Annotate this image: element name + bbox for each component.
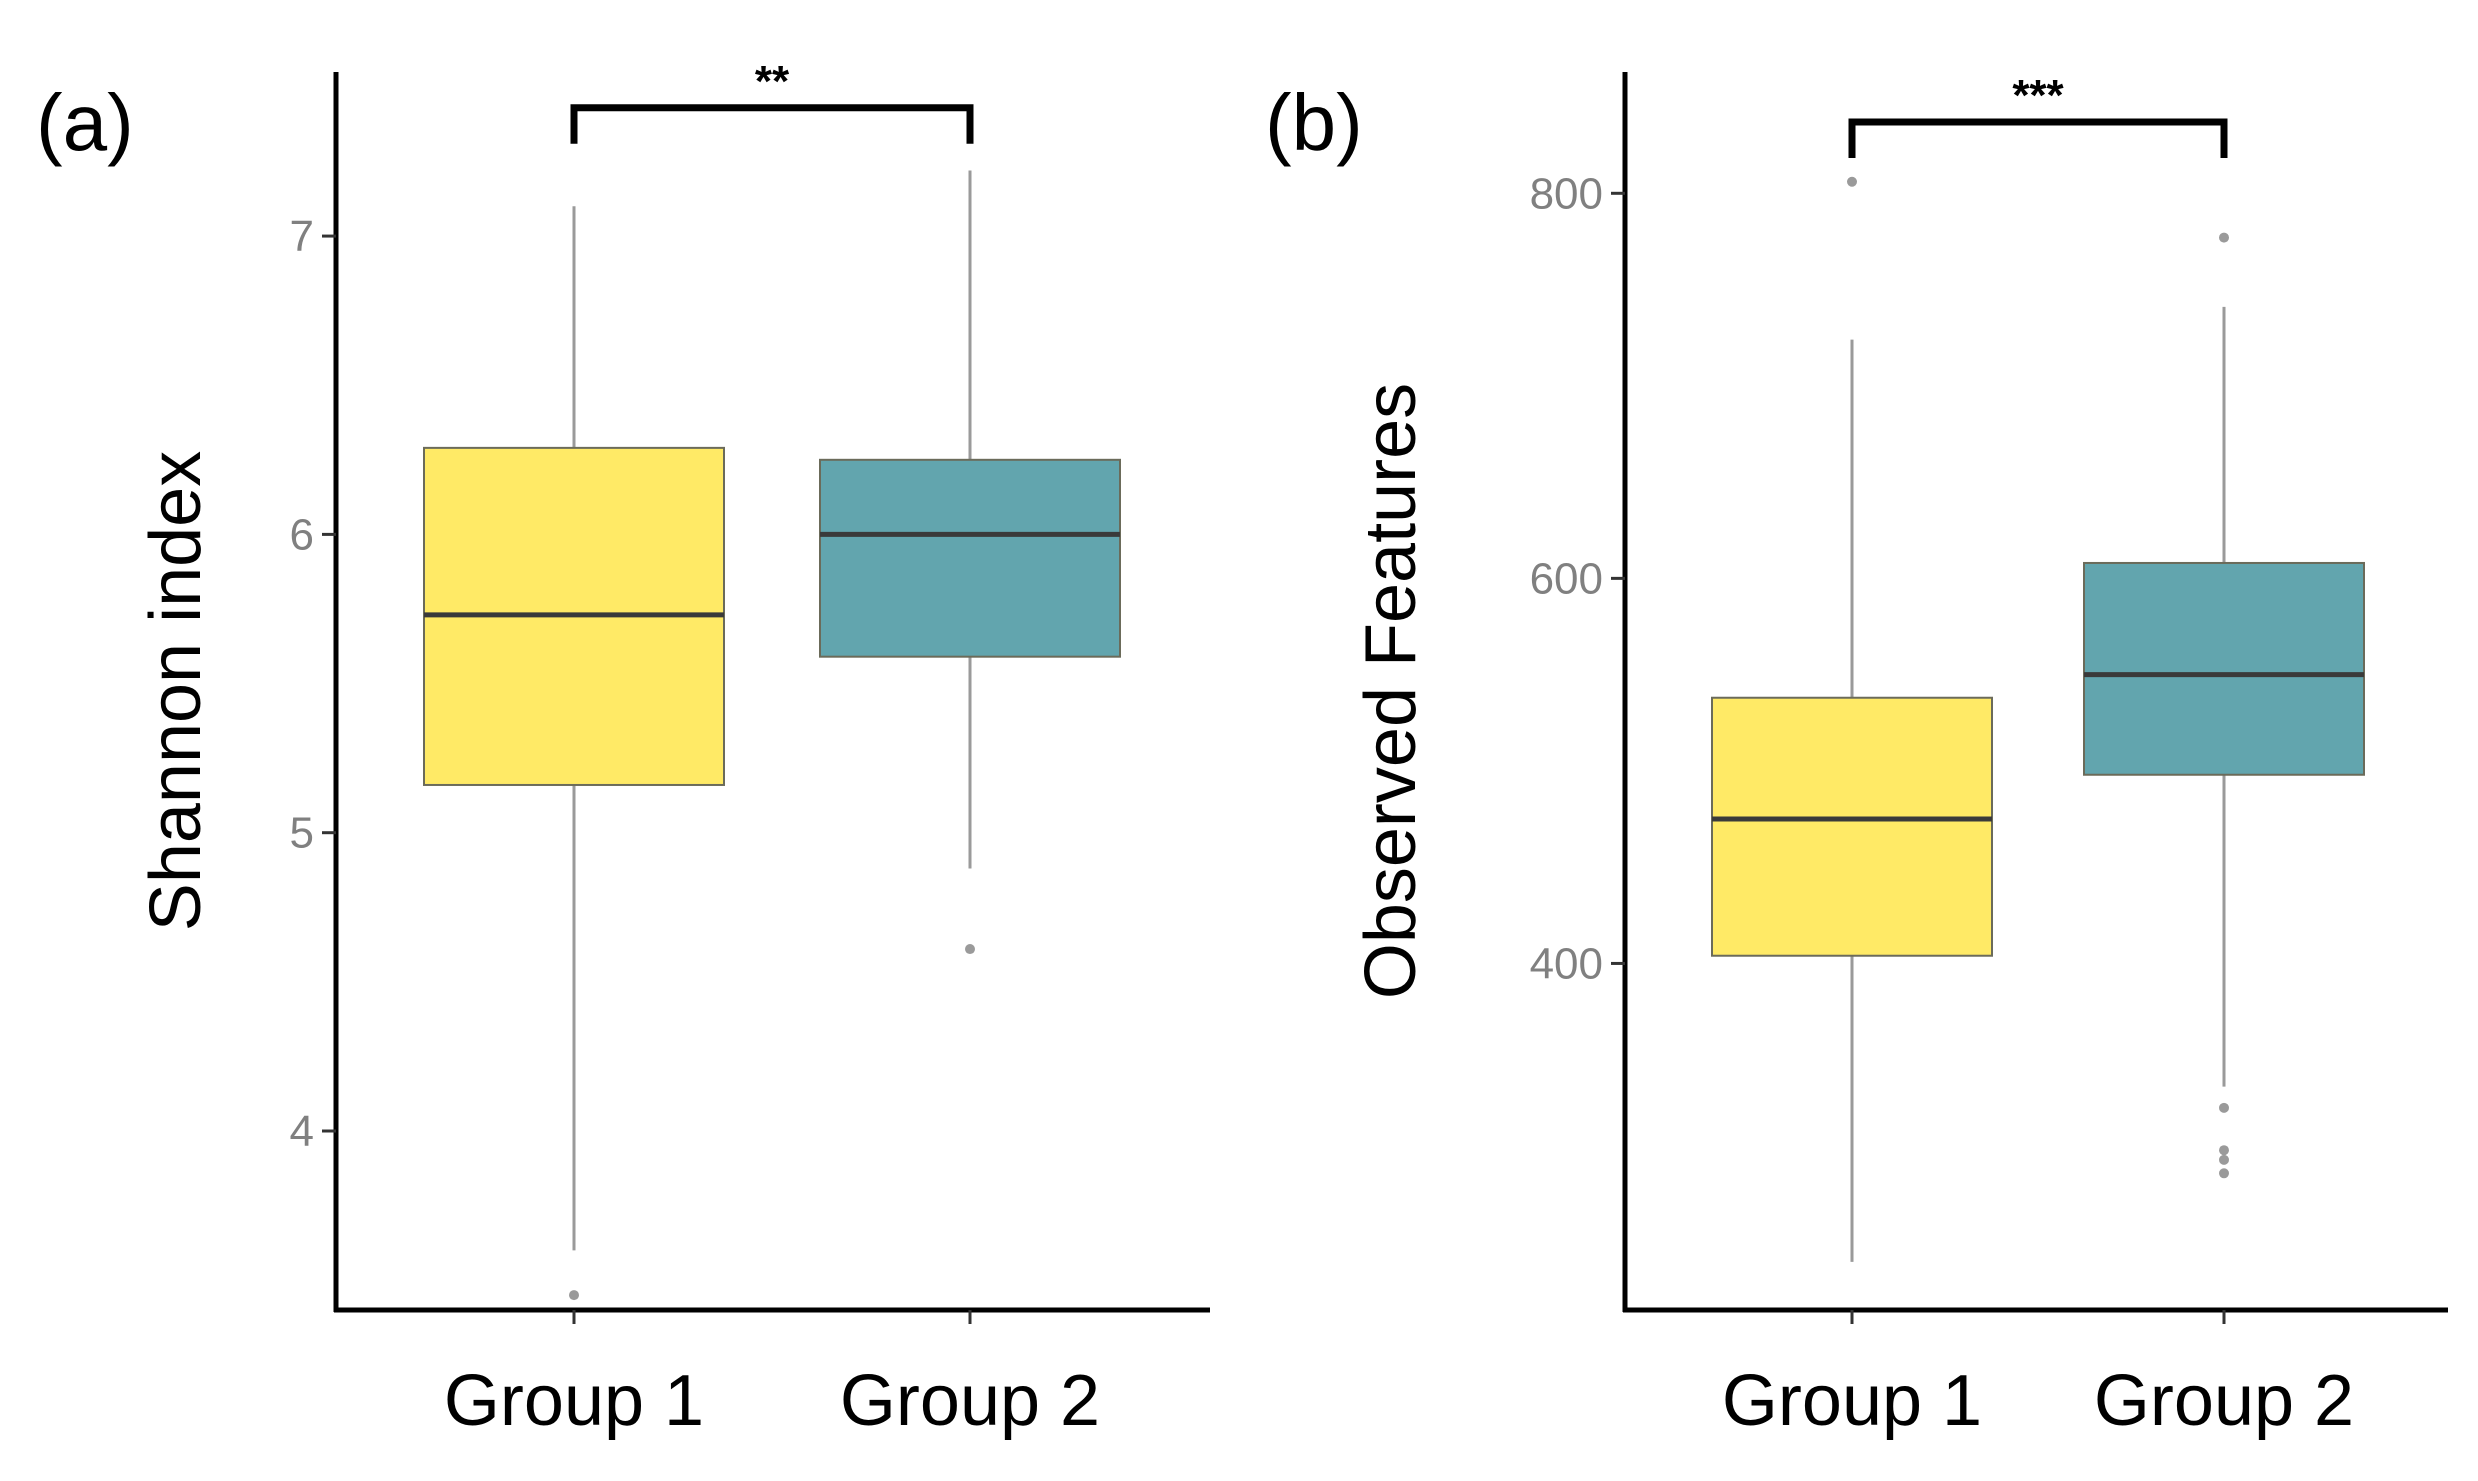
y-tick-label: 5 [290,809,314,858]
outlier-point [965,944,975,955]
box-1 [819,458,1121,658]
y-tick-label: 600 [1530,554,1603,603]
y-tick-label: 400 [1530,939,1603,988]
panel-a: (a) Shannon index 4 5 6 7 Group 1 Group 2 ** [36,57,1210,1441]
significance-bracket [1848,118,2228,159]
y-tick-label: 800 [1530,169,1603,218]
y-tick-label: 4 [290,1107,314,1156]
outlier-point [1847,176,1857,187]
y-axis-title: Shannon index [136,451,216,931]
panel-label: (b) [1265,78,1363,167]
significance-bracket [570,104,974,144]
x-tick-label: Group 1 [444,1361,704,1441]
box-0 [1711,696,1993,957]
box-1 [2083,561,2365,776]
x-tick-label: Group 2 [840,1361,1100,1441]
x-tick-label: Group 1 [1722,1361,1982,1441]
significance-label: *** [2012,71,2064,120]
panel-label: (a) [36,78,134,167]
outlier-point [2219,232,2229,243]
y-axis-title: Observed Features [1351,383,1431,999]
x-tick-label: Group 2 [2094,1361,2354,1441]
outlier-point [2219,1102,2229,1113]
panel-b: (b) Observed Features 400 600 800 Group 1 Grou… [1265,71,2448,1441]
outlier-point [2219,1145,2229,1156]
significance-label: ** [755,57,790,106]
outlier-point [569,1290,579,1301]
y-tick-label: 6 [290,510,314,559]
outlier-point [2219,1168,2229,1179]
y-tick-label: 7 [290,212,314,261]
outlier-point [2219,1154,2229,1165]
